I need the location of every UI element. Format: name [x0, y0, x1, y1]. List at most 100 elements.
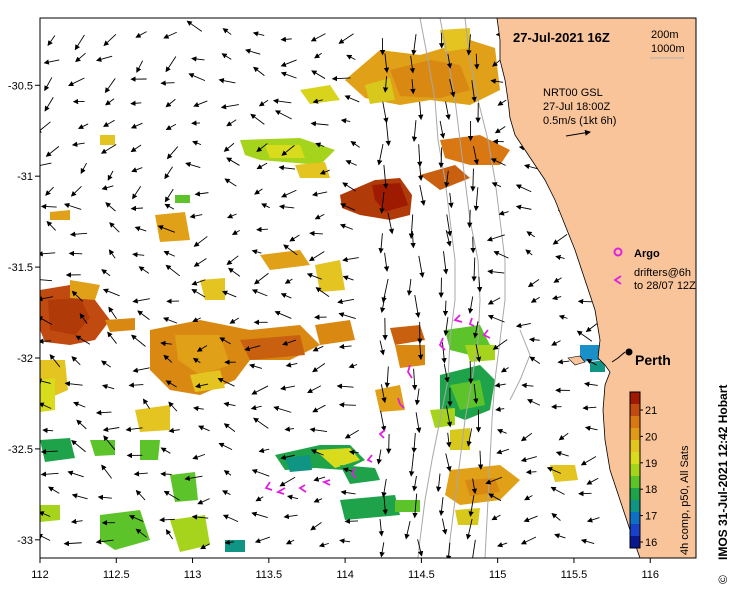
velocity-arrow	[40, 121, 51, 134]
velocity-arrow	[285, 539, 295, 545]
velocity-arrow	[165, 56, 177, 73]
velocity-arrow	[130, 100, 142, 106]
velocity-arrow	[310, 121, 329, 127]
velocity-arrow	[385, 121, 391, 147]
velocity-arrow	[497, 99, 507, 106]
velocity-arrow	[100, 144, 117, 154]
velocity-arrow	[520, 536, 537, 545]
velocity-arrow	[380, 295, 386, 314]
velocity-arrow	[526, 231, 536, 238]
velocity-arrow	[467, 296, 474, 314]
velocity-arrow	[306, 272, 322, 280]
velocity-arrow	[223, 470, 232, 476]
velocity-arrow	[136, 60, 144, 73]
velocity-arrow	[49, 354, 61, 368]
colorbar-tick-label: 16	[645, 537, 657, 549]
velocity-arrow	[258, 447, 270, 454]
velocity-arrow	[165, 380, 177, 388]
velocity-arrow	[254, 272, 269, 285]
velocity-arrow	[165, 123, 177, 130]
x-tick-label: 113.5	[255, 569, 282, 581]
velocity-arrow	[40, 162, 52, 166]
velocity-arrow	[130, 144, 142, 153]
velocity-arrow	[42, 427, 54, 434]
drifter-tracks	[264, 314, 491, 495]
velocity-arrow	[130, 205, 143, 212]
velocity-arrow	[286, 494, 299, 500]
x-tick-label: 114.5	[408, 569, 435, 581]
velocity-arrow	[552, 234, 568, 245]
velocity-time: 27-Jul 18:00Z	[543, 101, 611, 113]
bathymetry-contours	[417, 18, 531, 558]
y-tick-label: -30.5	[8, 80, 33, 92]
colorbar-segment	[630, 440, 640, 453]
velocity-arrow	[490, 158, 506, 166]
velocity-arrow	[157, 225, 176, 233]
velocity-arrow	[308, 251, 325, 262]
velocity-arrow	[475, 344, 482, 363]
velocity-arrow	[350, 141, 360, 148]
velocity-arrow	[40, 279, 52, 282]
velocity-arrow	[339, 223, 353, 230]
velocity-arrow	[344, 95, 360, 103]
velocity-arrow	[494, 126, 506, 134]
velocity-arrow	[340, 118, 351, 124]
velocity-arrow	[411, 368, 418, 391]
colorbar-segment	[630, 524, 640, 537]
velocity-arrow	[485, 476, 503, 485]
velocity-arrow	[108, 306, 117, 320]
velocity-arrow	[492, 339, 508, 350]
velocity-arrow	[95, 539, 114, 545]
velocity-arrow	[128, 515, 144, 522]
velocity-arrow	[186, 20, 203, 32]
velocity-arrow	[101, 464, 112, 479]
colorbar-tick-label: 17	[645, 511, 657, 523]
velocity-arrow	[307, 385, 322, 394]
velocity-arrow	[135, 31, 147, 38]
land-australia	[496, 18, 696, 558]
velocity-arrow	[218, 442, 233, 451]
velocity-arrow	[273, 405, 292, 413]
velocity-arrow	[228, 267, 241, 277]
velocity-arrow	[311, 191, 328, 197]
velocity-arrow	[40, 251, 56, 257]
velocity-arrow	[442, 300, 449, 317]
velocity-arrow	[496, 542, 508, 548]
velocity-arrow	[217, 377, 235, 387]
velocity-arrow	[529, 356, 541, 365]
drifter-track	[321, 479, 331, 486]
velocity-arrow	[218, 78, 236, 84]
velocity-arrow	[586, 358, 597, 366]
velocity-arrow	[408, 453, 415, 477]
velocity-arrow	[442, 251, 449, 275]
velocity-arrow	[340, 203, 356, 211]
velocity-arrow	[160, 471, 172, 477]
velocity-arrow	[73, 401, 86, 408]
credit-text: IMOS 31-Jul-2021 12:42 Hobart	[716, 385, 730, 560]
perth-marker	[625, 348, 633, 356]
velocity-arrow	[409, 55, 415, 74]
colorbar-segment	[630, 452, 640, 465]
velocity-arrow	[198, 425, 210, 432]
velocity-arrow	[381, 278, 389, 303]
velocity-arrow	[408, 214, 415, 239]
velocity-arrow	[163, 317, 178, 324]
velocity-arrow	[282, 339, 297, 346]
velocity-arrow	[580, 456, 597, 466]
velocity-arrow	[226, 255, 239, 266]
velocity-arrow	[318, 542, 329, 548]
x-tick-label: 112.5	[103, 569, 130, 581]
velocity-arrow	[40, 378, 51, 384]
velocity-arrow	[71, 493, 88, 500]
velocity-arrow	[220, 104, 239, 110]
velocity-arrow	[417, 539, 424, 557]
velocity-arrow	[528, 337, 540, 343]
colorbar-segment	[630, 416, 640, 429]
colorbar-segment	[630, 392, 640, 405]
velocity-arrow	[71, 439, 86, 453]
x-tick-label: 116	[641, 569, 659, 581]
velocity-arrow	[289, 234, 300, 242]
velocity-arrow	[487, 297, 501, 305]
velocity-arrow	[521, 382, 534, 389]
velocity-arrow	[131, 167, 143, 173]
